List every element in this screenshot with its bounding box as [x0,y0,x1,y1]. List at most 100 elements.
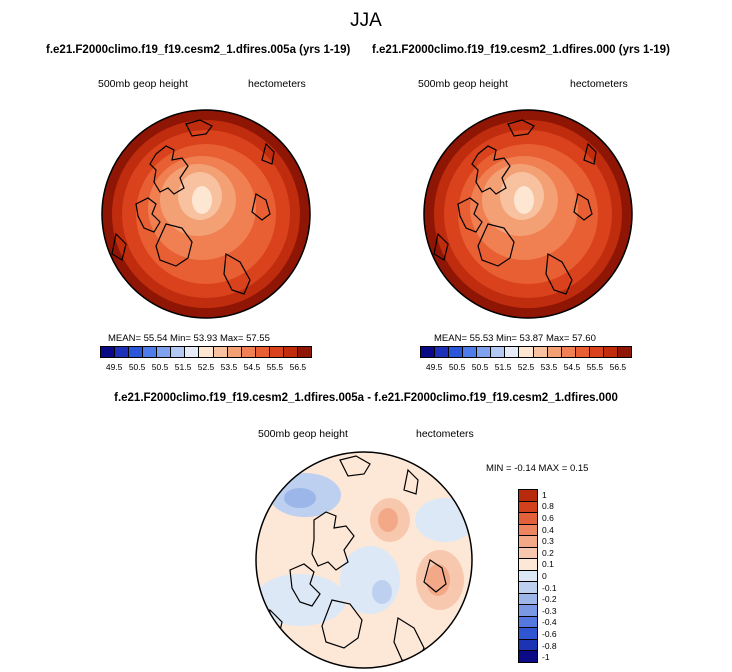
season-title: JJA [350,10,382,31]
colorbar-swatch [519,524,537,537]
colorbar-swatch [519,536,537,548]
colorbar-swatch [129,347,144,357]
colorbar-swatch [171,347,186,357]
difference-units-label: hectometers [416,428,474,440]
panel-2-colorbar [420,346,632,358]
colorbar-tick-label: 51.5 [174,362,192,372]
colorbar-tick-label: 56.5 [289,362,307,372]
colorbar-swatch [255,347,270,357]
colorbar-tick-label: 0 [542,571,547,581]
polar-map-2-field [423,109,633,319]
colorbar-tick-label: -0.6 [542,629,557,639]
panel-1-variable-label: 500mb geop height [98,78,188,90]
colorbar-tick-label: -0.2 [542,594,557,605]
colorbar-swatch [185,347,200,357]
colorbar-swatch [157,347,172,357]
colorbar-tick-label: 0.8 [542,501,554,512]
colorbar-tick-label: 55.5 [266,362,284,372]
colorbar-swatch [101,347,116,357]
colorbar-swatch [227,347,242,357]
colorbar-tick-label: -0.4 [542,617,557,628]
panel-1-colorbar [100,346,312,358]
difference-variable-label: 500mb geop height [258,428,348,440]
colorbar-swatch [561,347,576,357]
colorbar-swatch [435,347,450,357]
polar-map-1-field [101,109,311,319]
colorbar-tick-label: 55.5 [586,362,604,372]
colorbar-tick-label: -0.1 [542,582,557,593]
colorbar-swatch [519,651,537,662]
colorbar-tick-label: 50.5 [471,362,489,372]
colorbar-tick-label: 52.5 [517,362,535,372]
colorbar-swatch [519,593,537,606]
panel-1-colorbar-labels: 49.5 50.5 50.5 51.5 52.5 53.5 54.5 55.5 56.5 [100,362,312,374]
colorbar-swatch [519,628,537,640]
colorbar-swatch [519,559,537,571]
panel-2-units-label: hectometers [570,78,628,90]
panel-2-stats: MEAN= 55.53 Min= 53.87 Max= 57.60 [434,333,596,344]
difference-field [256,452,472,668]
difference-colorbar [518,489,538,663]
colorbar-swatch [213,347,228,357]
panel-2-title: f.e21.F2000climo.f19_f19.cesm2_1.dfires.… [372,44,670,56]
colorbar-swatch [199,347,214,357]
colorbar-swatch [547,347,562,357]
colorbar-tick-label: 56.5 [609,362,627,372]
colorbar-swatch [421,347,436,357]
colorbar-swatch [143,347,158,357]
coastline-panel-2 [433,119,597,295]
difference-title: f.e21.F2000climo.f19_f19.cesm2_1.dfires.… [114,392,618,404]
colorbar-swatch [519,605,537,617]
colorbar-swatch [491,347,506,357]
colorbar-swatch [519,501,537,514]
panel-2-colorbar-labels: 49.5 50.5 50.5 51.5 52.5 53.5 54.5 55.5 56.5 [420,362,632,374]
colorbar-swatch [115,347,130,357]
colorbar-tick-label: 52.5 [197,362,215,372]
colorbar-swatch [519,570,537,583]
colorbar-swatch [505,347,520,357]
colorbar-swatch [269,347,284,357]
colorbar-swatch [449,347,464,357]
colorbar-swatch [519,547,537,560]
difference-stats: MIN = -0.14 MAX = 0.15 [486,463,589,474]
colorbar-tick-label: 0.2 [542,547,554,558]
colorbar-swatch [519,616,537,629]
panel-1-title: f.e21.F2000climo.f19_f19.cesm2_1.dfires.… [46,44,351,56]
colorbar-tick-label: 0.1 [542,559,554,570]
colorbar-tick-label: 54.5 [563,362,581,372]
colorbar-swatch [297,347,311,357]
colorbar-swatch [519,582,537,594]
colorbar-tick-label: -1 [542,652,550,663]
colorbar-swatch [589,347,604,357]
colorbar-swatch [519,513,537,525]
colorbar-swatch [477,347,492,357]
colorbar-tick-label: 49.5 [105,362,123,372]
colorbar-tick-label: 50.5 [128,362,146,372]
colorbar-tick-label: 1 [542,489,547,500]
colorbar-swatch [575,347,590,357]
colorbar-swatch [603,347,618,357]
colorbar-tick-label: 54.5 [243,362,261,372]
colorbar-tick-label: 53.5 [220,362,238,372]
colorbar-swatch [463,347,478,357]
colorbar-tick-label: 50.5 [448,362,466,372]
colorbar-tick-label: 49.5 [425,362,443,372]
panel-1-stats: MEAN= 55.54 Min= 53.93 Max= 57.55 [108,333,270,344]
difference-colorbar-labels: 1 0.8 0.6 0.4 0.3 0.2 0.1 0 -0.1 -0.2 -0.3 -0.4 -0.6… [542,489,582,663]
panel-1-units-label: hectometers [248,78,306,90]
coastline-panel-1 [111,119,275,295]
colorbar-tick-label: 0.6 [542,513,554,523]
colorbar-swatch [241,347,256,357]
colorbar-tick-label: 0.3 [542,536,554,547]
colorbar-tick-label: 51.5 [494,362,512,372]
colorbar-swatch [519,347,534,357]
colorbar-swatch [283,347,298,357]
colorbar-tick-label: -0.8 [542,640,557,651]
colorbar-tick-label: 50.5 [151,362,169,372]
colorbar-tick-label: 53.5 [540,362,558,372]
colorbar-swatch [533,347,548,357]
colorbar-swatch [519,639,537,652]
